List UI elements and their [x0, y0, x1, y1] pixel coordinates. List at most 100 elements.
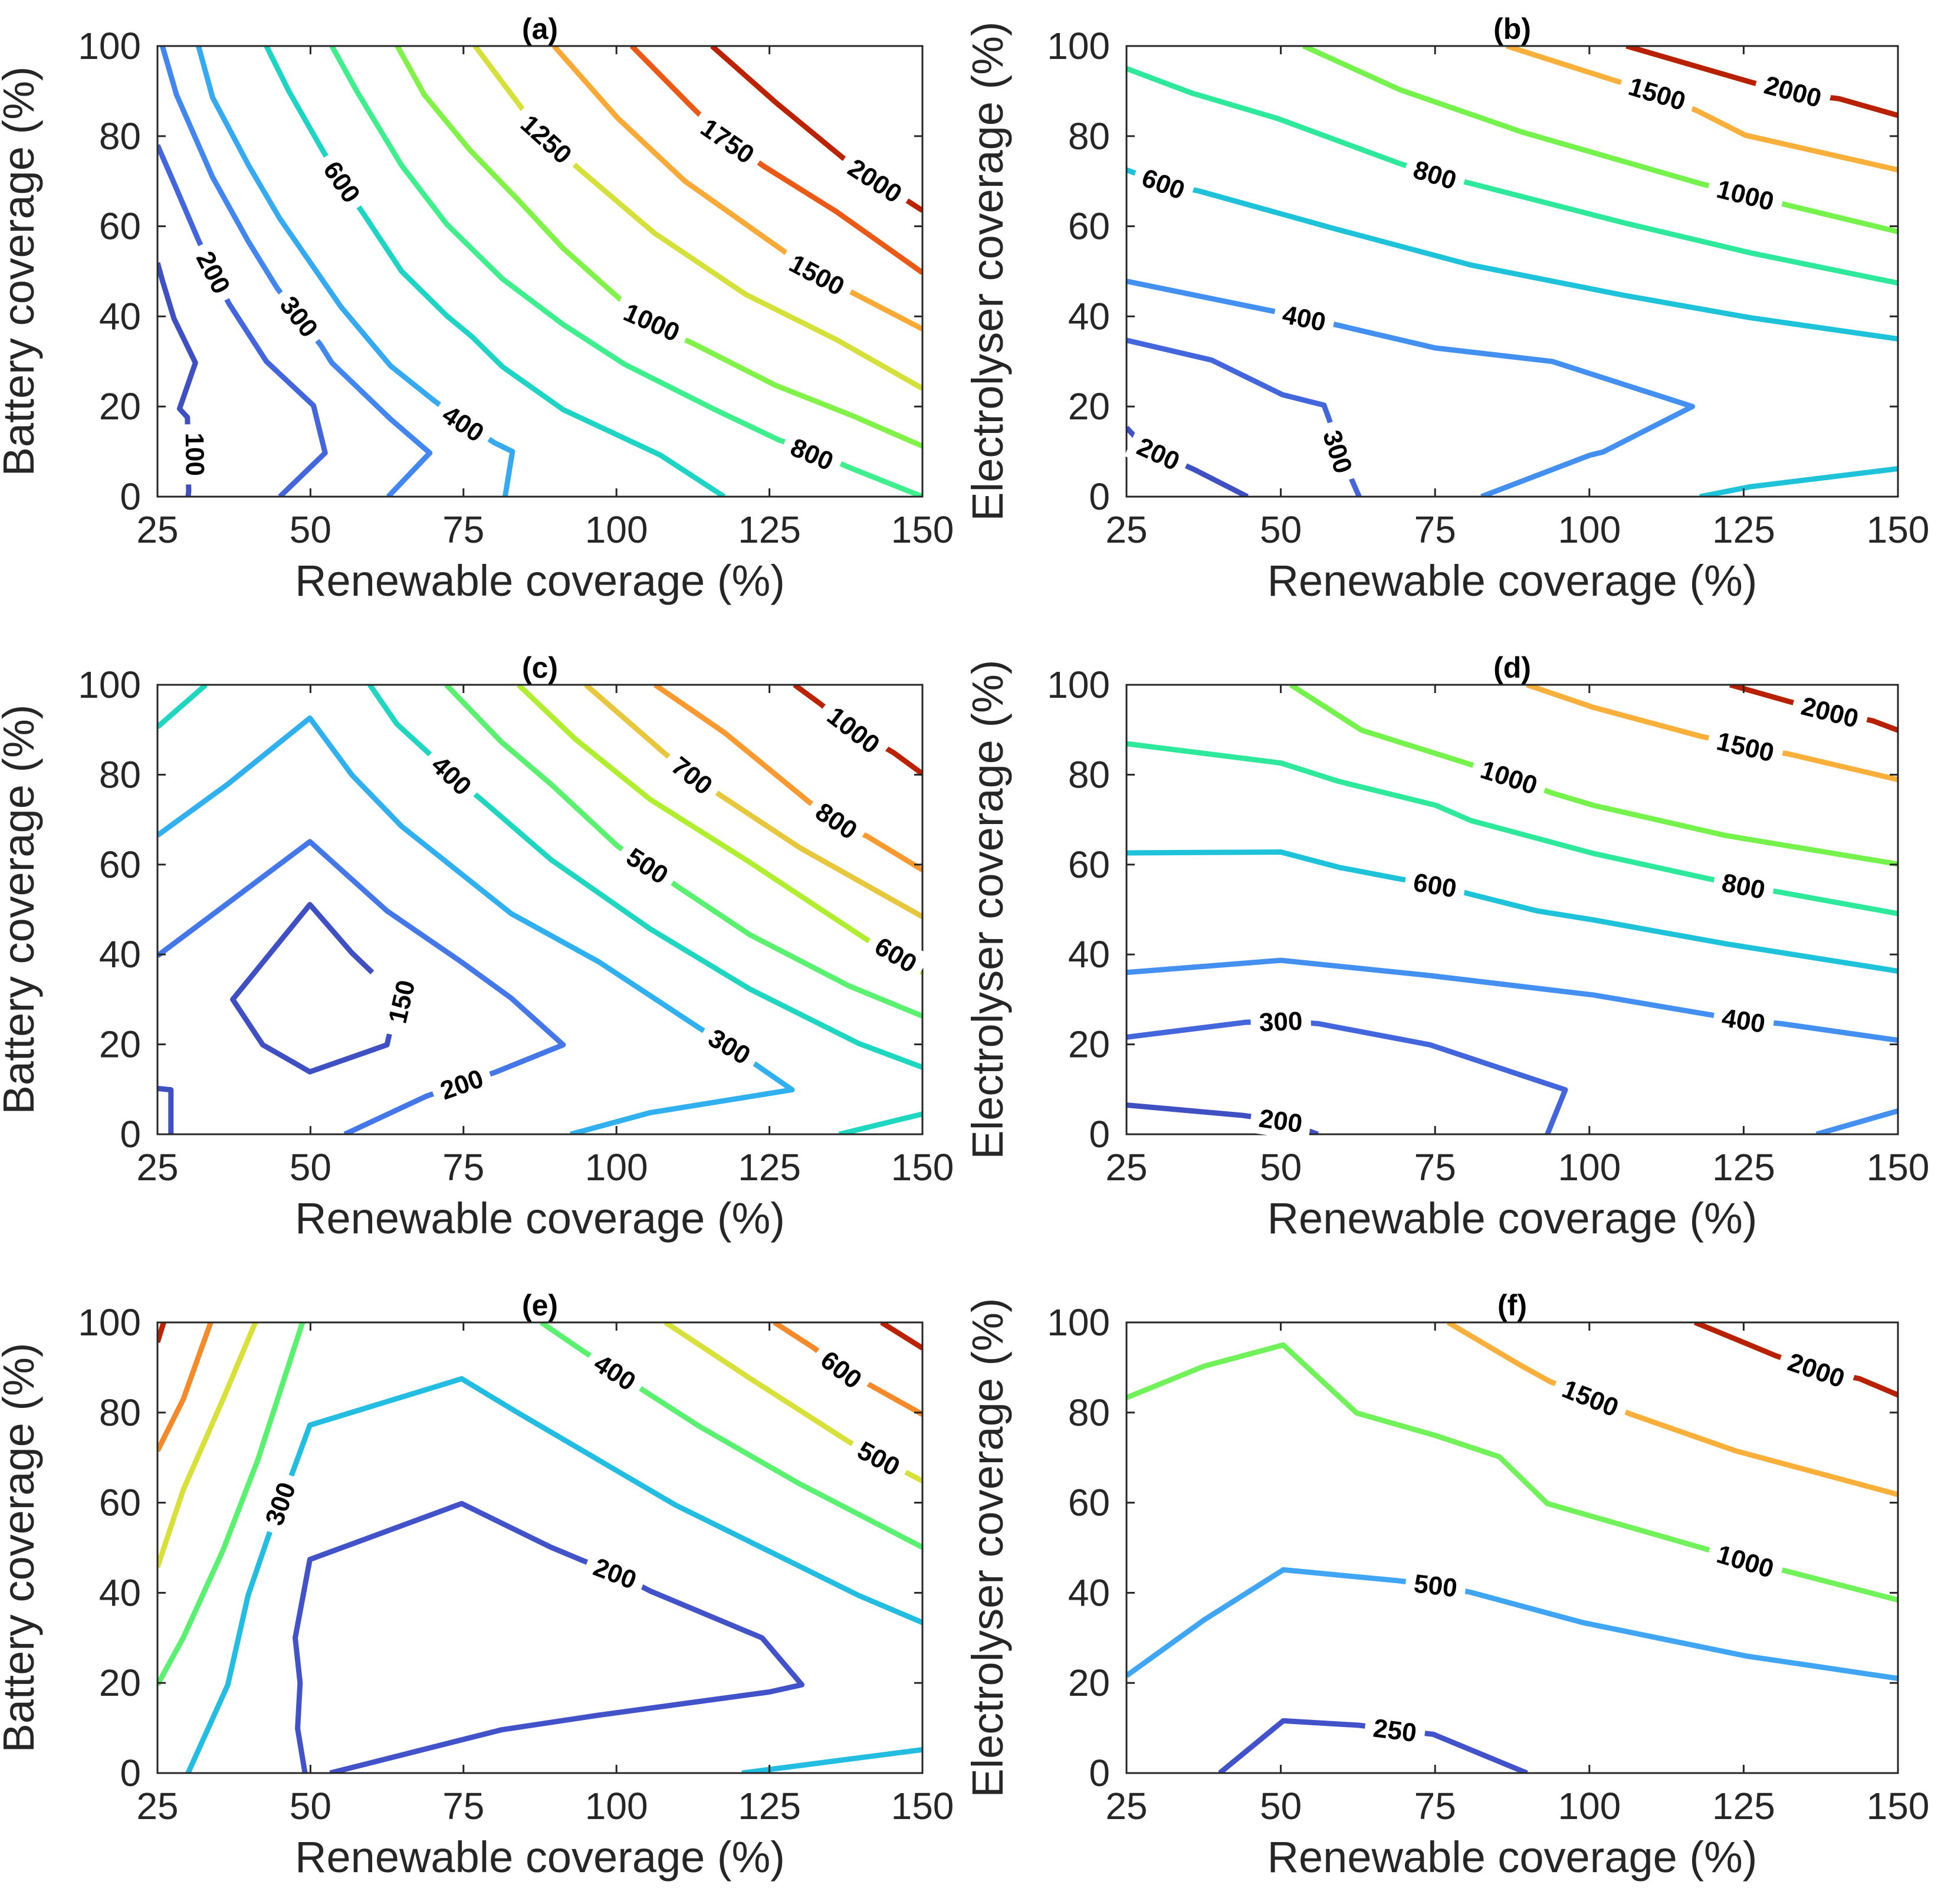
contour-label-background [802, 790, 871, 851]
y-tick-label: 0 [1089, 1752, 1110, 1794]
contour-label-background [1313, 418, 1364, 485]
contour-label: 800 [802, 790, 871, 851]
y-tick-label: 20 [1068, 385, 1110, 428]
contour-line-300 [1126, 1018, 1568, 1134]
contour-label-text: 400 [1720, 1003, 1767, 1039]
contour-line-600 [1699, 466, 1898, 497]
axes-frame [1125, 1321, 1899, 1774]
contour-line-400 [157, 685, 208, 729]
contour-label-background [268, 282, 331, 350]
contour-label-background [1789, 687, 1871, 737]
contour-line-400 [838, 1111, 922, 1134]
x-tick-label: 125 [1712, 1146, 1775, 1189]
contour-panel-c: 25 50 75 100 125 150 0 20 40 60 80 100 Renewable cov… [0, 651, 954, 1243]
x-tick-label: 25 [1105, 1785, 1147, 1827]
y-tick-label: 60 [99, 1482, 141, 1524]
x-tick-label: 100 [1558, 1146, 1621, 1189]
contour-line-1000 [1302, 46, 1898, 235]
contour-line-300 [157, 715, 795, 1134]
contour-label-background [185, 238, 242, 307]
contour-label: 150 [378, 969, 424, 1035]
x-axis-label: Renewable coverage (%) [1267, 556, 1758, 605]
contour-label-background [1129, 157, 1198, 209]
contour-panel-a: 25 50 75 100 125 150 0 20 40 60 80 100 Renewable cov… [0, 12, 954, 605]
x-tick-label: 100 [585, 508, 648, 551]
contour-label-background [1363, 1709, 1427, 1750]
x-tick-label: 125 [1712, 1785, 1775, 1827]
contour-line-600 [157, 1322, 214, 1452]
y-tick-label: 100 [1047, 664, 1110, 706]
x-tick-label: 125 [738, 1785, 801, 1827]
contour-label-background [845, 1429, 914, 1487]
contour-label-background [428, 1058, 496, 1109]
contour-label-background [507, 101, 586, 177]
contour-label-background [1704, 1534, 1786, 1588]
contour-line-300 [1815, 1108, 1898, 1134]
x-tick-label: 150 [891, 508, 954, 551]
x-tick-label: 75 [1414, 508, 1456, 551]
contour-label: 300 [1250, 1003, 1312, 1039]
x-tick-label: 25 [1105, 1146, 1147, 1189]
y-tick-label: 60 [99, 843, 141, 886]
contour-line-150 [230, 902, 392, 1075]
contour-label: 200 [1249, 1099, 1313, 1141]
contour-line-600 [264, 46, 726, 497]
contour-label: 400 [1711, 999, 1776, 1042]
panel-title: (a) [522, 12, 558, 45]
contour-label-background [1710, 864, 1776, 908]
y-tick-label: 60 [99, 205, 141, 248]
contour-label-background [581, 1547, 649, 1600]
contour-label: 500 [1404, 1565, 1468, 1606]
contour-label: 800 [1710, 864, 1776, 908]
panels: 25 50 75 100 125 150 0 20 40 60 80 100 Renewable cov… [0, 12, 1929, 1882]
contour-label: 1000 [814, 693, 894, 766]
axes-frame [156, 1321, 924, 1774]
y-tick-label: 60 [1068, 843, 1110, 886]
contour-label: 250 [1363, 1709, 1427, 1750]
y-tick-label: 80 [1068, 753, 1110, 796]
x-tick-label: 75 [1414, 1785, 1456, 1827]
x-tick-label: 25 [136, 1146, 178, 1189]
y-tick-label: 80 [1068, 115, 1110, 157]
contour-panel-d: 25 50 75 100 125 150 0 20 40 60 80 100 Renewable cov… [963, 651, 1929, 1243]
contour-line-1500 [552, 46, 922, 331]
contour-line-400 [540, 1322, 922, 1550]
y-tick-label: 40 [99, 933, 141, 976]
x-tick-label: 100 [585, 1785, 648, 1827]
y-tick-label: 100 [78, 664, 141, 706]
contour-line-500 [157, 1322, 258, 1568]
x-tick-label: 125 [738, 508, 801, 551]
contour-label-background [178, 424, 213, 485]
x-tick-label: 100 [1558, 1785, 1621, 1827]
x-tick-label: 75 [442, 1146, 484, 1189]
contour-line-400 [367, 685, 922, 1070]
x-tick-label: 50 [290, 1146, 331, 1189]
y-tick-label: 0 [120, 475, 141, 518]
contour-line-300 [185, 1376, 922, 1773]
contour-line-700 [157, 1322, 166, 1343]
y-axis-label: Battery coverage (%) [0, 66, 43, 476]
x-tick-label: 25 [136, 1785, 178, 1827]
x-axis-label: Renewable coverage (%) [1267, 1194, 1758, 1243]
contour-label: 600 [1403, 864, 1468, 907]
axes-frame [156, 45, 924, 498]
contour-label: 2000 [835, 146, 917, 215]
x-tick-label: 50 [290, 508, 331, 551]
y-tick-label: 100 [1047, 1301, 1110, 1344]
x-tick-label: 125 [738, 1146, 801, 1189]
y-tick-label: 0 [1089, 475, 1110, 518]
panel-title: (c) [522, 651, 558, 684]
contour-label-background [814, 693, 894, 766]
x-tick-label: 150 [1867, 1785, 1930, 1827]
x-tick-label: 150 [1867, 508, 1930, 551]
contour-label-background [1249, 1099, 1313, 1141]
x-tick-label: 150 [891, 1785, 954, 1827]
contour-label-background [610, 291, 694, 352]
y-tick-label: 100 [1047, 25, 1110, 67]
contour-label-background [378, 969, 424, 1035]
contour-label-background [1468, 749, 1551, 805]
contour-label-background [1775, 1341, 1858, 1398]
y-tick-label: 80 [99, 115, 141, 157]
contour-label-background [1271, 295, 1338, 340]
contour-label-background [1616, 66, 1699, 120]
